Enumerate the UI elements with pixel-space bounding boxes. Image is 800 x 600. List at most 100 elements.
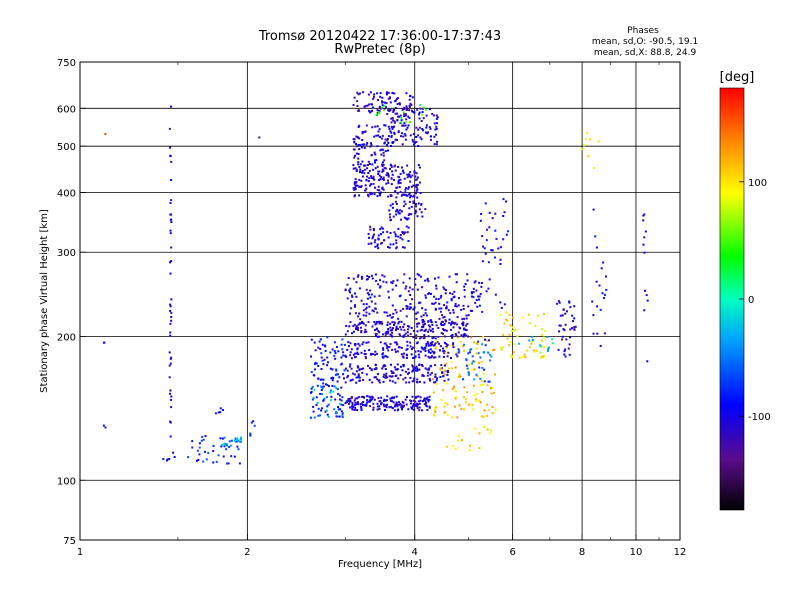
data-point (396, 405, 399, 408)
data-point (479, 292, 482, 295)
data-point (385, 92, 388, 95)
data-point (311, 386, 314, 388)
data-point (390, 316, 393, 319)
data-point (404, 134, 407, 137)
data-point (386, 403, 389, 406)
data-point (382, 400, 385, 403)
data-point (366, 292, 369, 295)
data-point (387, 179, 389, 182)
data-point (452, 296, 455, 299)
data-point (169, 331, 172, 334)
data-point (169, 392, 172, 395)
data-point (491, 405, 494, 408)
data-point (341, 414, 344, 417)
data-point (355, 328, 357, 330)
data-point (170, 311, 173, 314)
data-point (344, 367, 347, 370)
data-point (405, 187, 407, 190)
data-point (424, 322, 426, 325)
data-point (166, 458, 169, 461)
data-point (360, 146, 363, 149)
data-point (587, 155, 590, 158)
data-point (595, 280, 598, 283)
data-point (465, 364, 468, 367)
data-point (416, 325, 419, 328)
data-point (219, 411, 222, 414)
data-point (386, 356, 389, 359)
data-point (386, 324, 389, 326)
data-point (404, 299, 407, 302)
data-point (442, 328, 445, 330)
data-point (355, 325, 358, 328)
data-point (409, 121, 412, 123)
data-point (230, 455, 233, 458)
data-point (438, 342, 440, 345)
data-point (416, 367, 419, 370)
data-point (349, 379, 352, 382)
data-point (422, 400, 424, 403)
data-point (223, 443, 226, 446)
data-point (438, 302, 441, 305)
data-point (532, 349, 535, 352)
data-point (450, 357, 452, 359)
data-point (453, 290, 456, 293)
data-point (454, 447, 457, 450)
data-point (461, 439, 463, 442)
data-point (323, 358, 326, 361)
data-point (470, 291, 473, 294)
data-point (422, 314, 425, 317)
data-point (466, 367, 469, 370)
data-point (483, 368, 486, 371)
data-point (363, 404, 366, 407)
data-point (489, 359, 492, 362)
data-point (502, 198, 505, 201)
data-point (359, 405, 362, 408)
data-point (481, 260, 484, 263)
data-point (422, 106, 425, 109)
data-point (388, 213, 391, 216)
data-point (447, 309, 450, 312)
data-point (468, 351, 471, 354)
data-point (391, 407, 394, 410)
data-point (403, 329, 406, 332)
data-point (438, 317, 441, 320)
data-point (338, 376, 341, 379)
data-point (551, 342, 554, 345)
data-point (559, 324, 562, 327)
data-point (236, 437, 239, 440)
data-point (397, 131, 400, 134)
data-point (443, 304, 445, 307)
data-point (415, 395, 418, 398)
data-point (374, 302, 377, 305)
data-point (414, 350, 417, 353)
data-point (375, 279, 378, 282)
data-point (426, 408, 429, 411)
data-point (458, 336, 461, 339)
data-point (394, 375, 397, 377)
data-point (444, 351, 447, 354)
data-point (435, 340, 438, 343)
data-point (399, 234, 402, 236)
data-point (349, 397, 352, 400)
data-point (428, 126, 431, 129)
data-point (403, 273, 406, 276)
data-point (390, 131, 393, 134)
y-tick-label: 750 (57, 58, 76, 69)
data-point (469, 309, 472, 312)
data-point (348, 325, 351, 328)
data-point (387, 172, 389, 175)
data-point (309, 416, 312, 419)
data-point (370, 398, 373, 401)
data-point (472, 291, 475, 294)
data-point (336, 380, 339, 383)
data-point (378, 294, 381, 297)
data-point (372, 310, 375, 313)
data-point (371, 395, 373, 398)
data-point (466, 322, 469, 325)
data-point (443, 335, 446, 338)
data-point (362, 403, 365, 406)
data-point (225, 442, 228, 445)
data-point (446, 414, 449, 416)
data-point (584, 138, 587, 140)
data-point (424, 403, 427, 406)
